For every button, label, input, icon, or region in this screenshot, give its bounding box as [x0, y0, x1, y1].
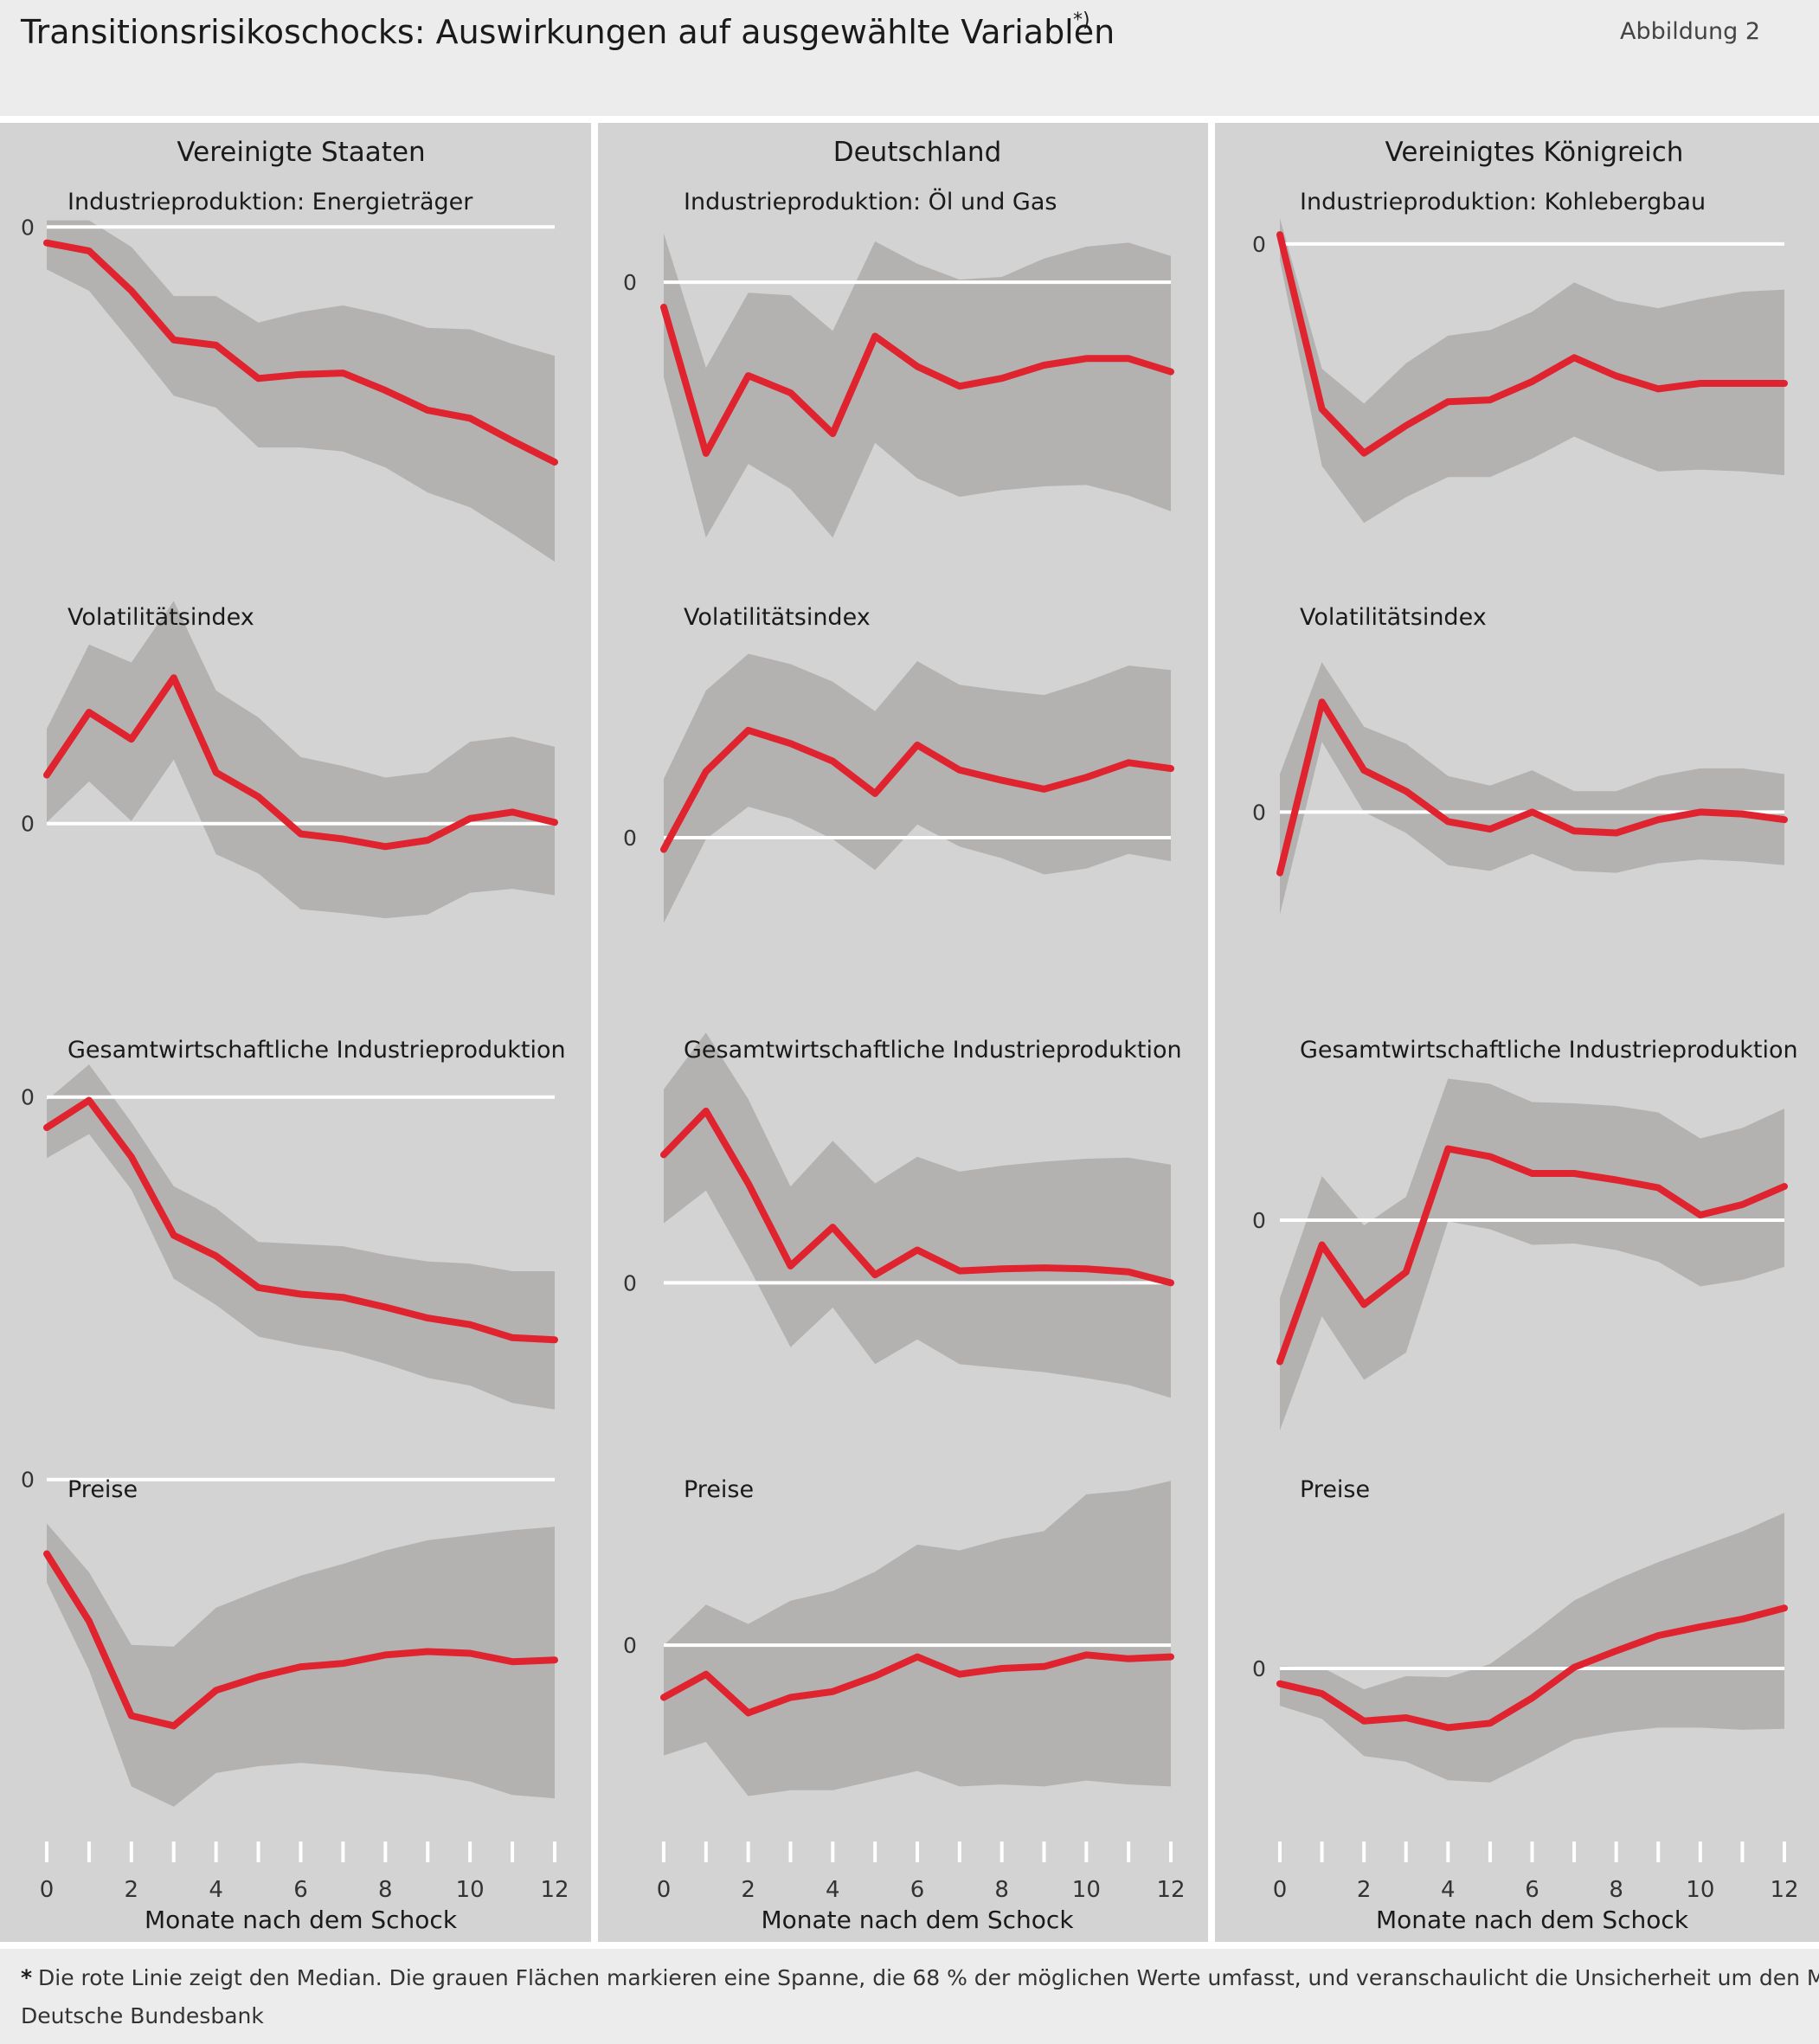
zero-tick-label: 0 — [1252, 232, 1266, 257]
subplot-title: Volatilitätsindex — [1300, 604, 1487, 631]
subplot-vereinigtes-k-nigreich-4: 0 Preise — [1252, 1476, 1788, 1783]
subplot-vereinigte-staaten-1: 0 Industrieproduktion: Energieträger — [21, 189, 558, 562]
subplot-vereinigtes-k-nigreich-2: 0 Volatilitätsindex — [1252, 604, 1788, 915]
median-line — [660, 1107, 1174, 1287]
x-axis-vereinigtes-k-nigreich: 0 2 4 6 8 10 12 Monate nach dem Schock — [1273, 1842, 1799, 1934]
subplot-title: Gesamtwirtschaftliche Industrieproduktio… — [1300, 1037, 1798, 1064]
subplot-title: Preise — [67, 1476, 138, 1503]
uncertainty-band — [664, 1481, 1171, 1797]
zero-tick-label: 0 — [1252, 1208, 1266, 1233]
subplot-vereinigte-staaten-4: 0 Preise — [21, 1468, 558, 1807]
subplot-deutschland-1: 0 Industrieproduktion: Öl und Gas — [623, 188, 1174, 538]
zero-tick-label: 0 — [623, 1633, 637, 1658]
x-axis-label: Monate nach dem Schock — [1376, 1906, 1689, 1934]
uncertainty-band — [664, 653, 1171, 923]
zero-tick-label: 0 — [21, 215, 35, 240]
subplot-title: Volatilitätsindex — [67, 604, 254, 631]
subplot-vereinigtes-k-nigreich-3: 0 Gesamtwirtschaftliche Industrieprodukti… — [1252, 1037, 1798, 1430]
subplot-title: Industrieproduktion: Energieträger — [67, 189, 473, 215]
subplot-title: Industrieproduktion: Kohlebergbau — [1300, 189, 1706, 215]
x-tick-label: 2 — [125, 1877, 139, 1903]
footer-separator — [0, 1942, 1819, 1949]
uncertainty-band — [1280, 218, 1784, 524]
subplots: 0 Industrieproduktion: Energieträger 0 Vola… — [21, 188, 1799, 1934]
x-tick-label: 10 — [1686, 1877, 1714, 1903]
median-line — [660, 726, 1174, 853]
zero-tick-label: 0 — [21, 1468, 35, 1493]
subplot-deutschland-4: 0 Preise — [623, 1476, 1174, 1797]
subplot-title: Volatilitätsindex — [684, 604, 871, 631]
x-tick-label: 8 — [1609, 1877, 1623, 1903]
x-axis-label: Monate nach dem Schock — [145, 1906, 458, 1934]
x-tick-label: 12 — [540, 1877, 569, 1903]
x-tick-label: 4 — [826, 1877, 840, 1903]
x-tick-label: 2 — [741, 1877, 755, 1903]
uncertainty-band — [47, 220, 555, 562]
x-tick-label: 8 — [994, 1877, 1009, 1903]
x-tick-label: 4 — [209, 1877, 223, 1903]
median-line — [1276, 1145, 1788, 1366]
x-axis-deutschland: 0 2 4 6 8 10 12 Monate nach dem Schock — [657, 1842, 1186, 1934]
uncertainty-band — [1280, 662, 1784, 915]
footnote-star: * — [21, 1965, 32, 1990]
subplot-title: Gesamtwirtschaftliche Industrieproduktio… — [67, 1037, 566, 1064]
zero-tick-label: 0 — [623, 1270, 637, 1295]
median-line — [43, 1096, 558, 1344]
x-tick-label: 8 — [378, 1877, 393, 1903]
source-label: Deutsche Bundesbank — [21, 2003, 264, 2028]
column-divider — [591, 123, 598, 1942]
x-axis-label: Monate nach dem Schock — [761, 1906, 1074, 1934]
subplot-vereinigte-staaten-3: 0 Gesamtwirtschaftliche Industrieprodukti… — [21, 1037, 566, 1410]
x-tick-label: 0 — [1273, 1877, 1288, 1903]
header-separator — [0, 116, 1819, 123]
median-line — [43, 674, 558, 851]
figure-label: Abbildung 2 — [1620, 18, 1760, 45]
uncertainty-band — [47, 1064, 555, 1410]
column-title-us: Vereinigte Staaten — [177, 137, 425, 168]
x-tick-label: 0 — [657, 1877, 672, 1903]
subplot-title: Preise — [684, 1476, 754, 1503]
column-divider — [1208, 123, 1215, 1942]
zero-tick-label: 0 — [21, 1085, 35, 1110]
x-tick-label: 10 — [1072, 1877, 1101, 1903]
x-tick-label: 10 — [456, 1877, 485, 1903]
x-tick-label: 0 — [40, 1877, 55, 1903]
median-line — [1276, 1604, 1788, 1732]
x-tick-label: 6 — [293, 1877, 308, 1903]
column-title-de: Deutschland — [833, 137, 1002, 168]
zero-tick-label: 0 — [623, 826, 637, 851]
footnote: Die rote Linie zeigt den Median. Die gra… — [38, 1965, 1819, 1990]
subplot-title: Industrieproduktion: Öl und Gas — [684, 188, 1057, 215]
subplot-deutschland-3: 0 Gesamtwirtschaftliche Industrieprodukti… — [623, 1032, 1182, 1398]
x-tick-label: 4 — [1441, 1877, 1456, 1903]
subplot-title: Preise — [1300, 1476, 1370, 1503]
column-title-uk: Vereinigtes Königreich — [1385, 137, 1684, 168]
median-line — [1276, 698, 1788, 877]
zero-tick-label: 0 — [21, 812, 35, 837]
x-tick-label: 6 — [1525, 1877, 1539, 1903]
subplot-deutschland-2: 0 Volatilitätsindex — [623, 604, 1174, 923]
subplot-title: Gesamtwirtschaftliche Industrieproduktio… — [684, 1037, 1182, 1064]
subplot-vereinigtes-k-nigreich-1: 0 Industrieproduktion: Kohlebergbau — [1252, 189, 1788, 524]
x-tick-label: 12 — [1770, 1877, 1798, 1903]
figure-title-superscript: *) — [1073, 10, 1090, 31]
uncertainty-band — [1280, 1078, 1784, 1430]
x-tick-label: 2 — [1357, 1877, 1372, 1903]
uncertainty-band — [664, 233, 1171, 538]
figure-title: Transitionsrisikoschocks: Auswirkungen a… — [20, 13, 1115, 51]
median-line — [660, 1651, 1174, 1717]
zero-tick-label: 0 — [1252, 1656, 1266, 1681]
x-tick-label: 6 — [910, 1877, 925, 1903]
uncertainty-band — [664, 1032, 1171, 1398]
zero-tick-label: 0 — [623, 270, 637, 295]
x-axis-vereinigte-staaten: 0 2 4 6 8 10 12 Monate nach dem Schock — [40, 1842, 569, 1934]
median-line — [43, 239, 558, 466]
zero-tick-label: 0 — [1252, 800, 1266, 825]
median-line — [1276, 231, 1788, 457]
median-line — [660, 304, 1174, 457]
x-tick-label: 12 — [1156, 1877, 1185, 1903]
subplot-vereinigte-staaten-2: 0 Volatilitätsindex — [21, 601, 558, 919]
median-line — [43, 1550, 558, 1730]
